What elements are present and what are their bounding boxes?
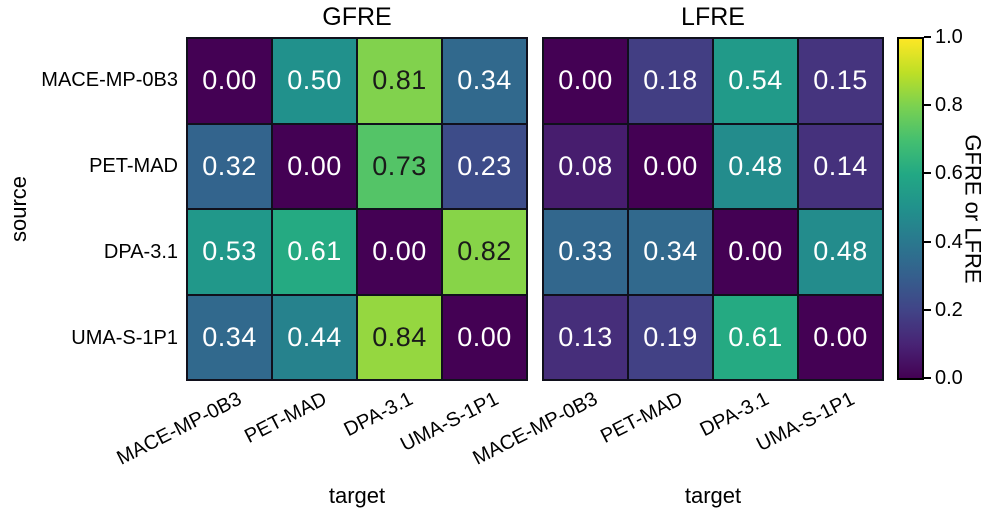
heatmap-cell: 0.61 — [714, 295, 797, 379]
colorbar-tick-mark — [924, 104, 931, 107]
lfre-title: LFRE — [681, 3, 745, 31]
heatmap-cell: 0.44 — [273, 295, 356, 379]
heatmap-cell: 0.14 — [799, 124, 882, 208]
heatmap-cell: 0.00 — [273, 124, 356, 208]
heatmap-cell: 0.54 — [714, 39, 797, 123]
heatmap-cell: 0.08 — [544, 124, 627, 208]
colorbar-tick-label: 0.6 — [935, 162, 963, 185]
gfre-title: GFRE — [322, 3, 392, 31]
lfre-x-axis-label: target — [684, 483, 742, 508]
heatmap-cell: 0.53 — [188, 210, 271, 294]
x-tick-label: PET-MAD — [597, 387, 687, 448]
x-tick-label: MACE-MP-0B3 — [113, 387, 246, 470]
heatmap-cell: 0.15 — [799, 39, 882, 123]
heatmap-cell: 0.00 — [629, 124, 712, 208]
colorbar-tick-mark — [924, 308, 931, 311]
colorbar-tick-label: 0.4 — [935, 230, 963, 253]
colorbar-tick-mark — [924, 240, 931, 243]
lfre-heatmap: 0.00 0.18 0.54 0.15 0.08 0.00 0.48 0.14 0.33 0.34… — [542, 37, 884, 381]
heatmap-cell: 0.00 — [544, 39, 627, 123]
heatmap-cell: 0.23 — [443, 124, 526, 208]
colorbar-tick-mark — [924, 172, 931, 175]
heatmap-cell: 0.73 — [358, 124, 441, 208]
heatmap-cell: 0.81 — [358, 39, 441, 123]
heatmap-cell: 0.13 — [544, 295, 627, 379]
y-tick-label: PET-MAD — [89, 155, 178, 177]
colorbar-tick-label: 1.0 — [935, 26, 963, 48]
heatmap-cell: 0.82 — [443, 210, 526, 294]
heatmap-cell: 0.18 — [629, 39, 712, 123]
y-tick-label: MACE-MP-0B3 — [41, 69, 178, 91]
x-tick-label: UMA-S-1P1 — [752, 387, 858, 456]
heatmap-cell: 0.32 — [188, 124, 271, 208]
heatmap-cell: 0.34 — [443, 39, 526, 123]
heatmap-cell: 0.00 — [188, 39, 271, 123]
colorbar-tick-label: 0.2 — [935, 298, 963, 321]
heatmap-cell: 0.34 — [188, 295, 271, 379]
gfre-heatmap: 0.00 0.50 0.81 0.34 0.32 0.00 0.73 0.23 0.53 0.61… — [186, 37, 528, 381]
colorbar-tick-label: 0.8 — [935, 94, 963, 117]
gfre-x-axis-label: target — [328, 483, 386, 508]
heatmap-cell: 0.00 — [799, 295, 882, 379]
y-tick-label: UMA-S-1P1 — [71, 327, 178, 349]
y-axis-label: source — [6, 175, 32, 243]
heatmap-cell: 0.84 — [358, 295, 441, 379]
colorbar-tick-mark — [924, 36, 931, 38]
heatmap-cell: 0.00 — [443, 295, 526, 379]
y-tick-label: DPA-3.1 — [103, 241, 178, 263]
colorbar-label: GFRE or LFRE — [961, 133, 987, 284]
heatmap-cell: 0.50 — [273, 39, 356, 123]
heatmap-cell: 0.00 — [714, 210, 797, 294]
heatmap-cell: 0.48 — [799, 210, 882, 294]
heatmap-cell: 0.00 — [358, 210, 441, 294]
colorbar-tick-mark — [924, 377, 931, 379]
x-tick-label: PET-MAD — [241, 387, 331, 448]
heatmap-cell: 0.48 — [714, 124, 797, 208]
heatmap-cell: 0.34 — [629, 210, 712, 294]
colorbar-tick-label: 0.0 — [935, 367, 963, 389]
heatmap-cell: 0.61 — [273, 210, 356, 294]
heatmap-cell: 0.19 — [629, 295, 712, 379]
heatmap-cell: 0.33 — [544, 210, 627, 294]
colorbar — [897, 37, 924, 380]
colorbar-label-wrap: GFRE or LFRE — [950, 37, 996, 380]
